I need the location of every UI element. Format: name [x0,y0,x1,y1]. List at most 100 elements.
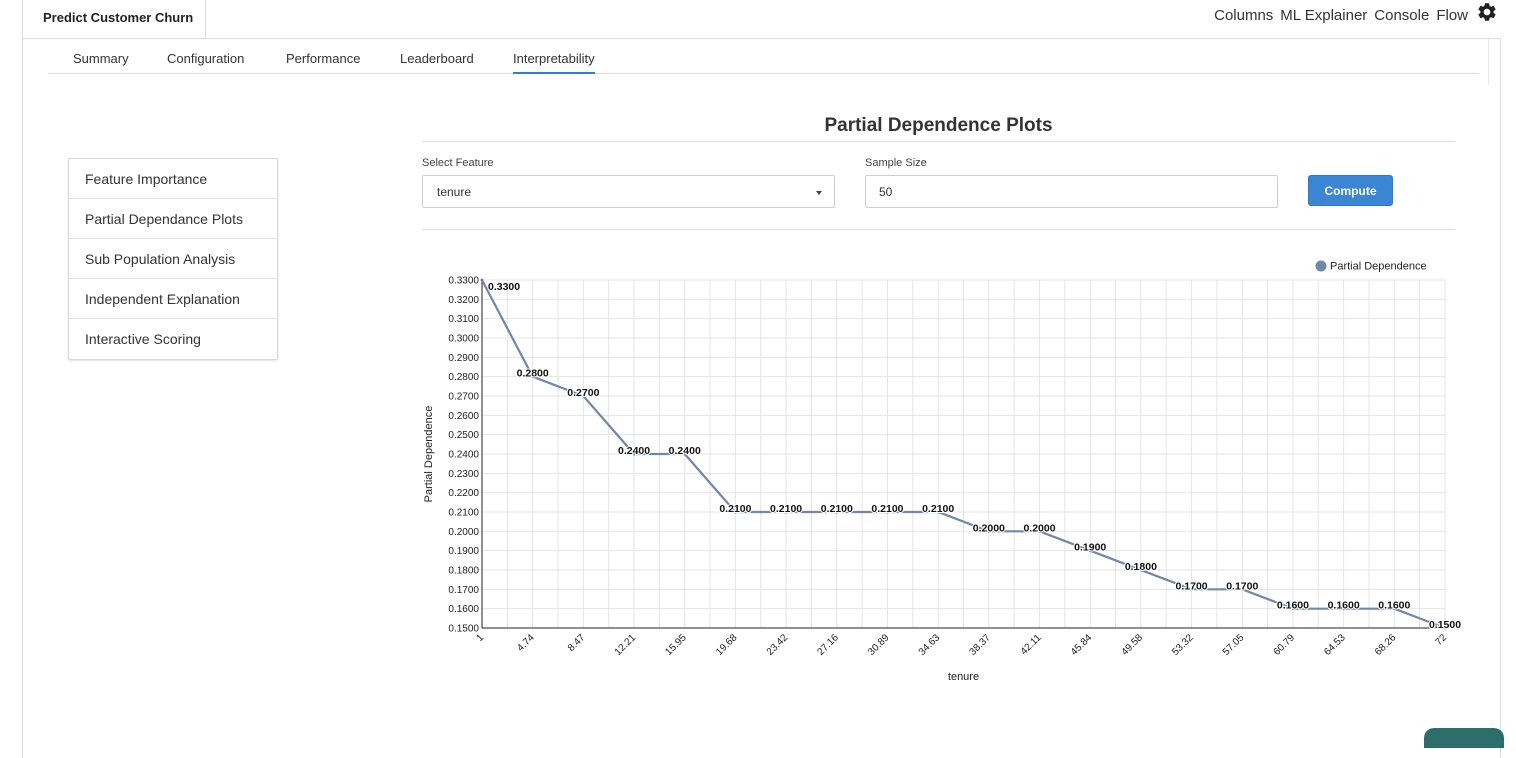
x-tick-label: 34.63 [917,632,943,658]
sample-size-label: Sample Size [865,157,927,169]
x-tick-label: 19.68 [714,632,740,658]
data-label: 0.2400 [669,445,701,457]
data-point [1291,607,1295,611]
tab-configuration[interactable]: Configuration [167,51,245,66]
data-point [835,510,839,514]
menu-item-feature-importance[interactable]: Feature Importance [69,159,277,199]
data-label: 0.1900 [1074,542,1106,554]
tab-bar: Summary Configuration Performance Leader… [48,40,1479,74]
tab-interpretability[interactable]: Interpretability [513,51,595,74]
x-tick-label: 38.37 [967,632,993,658]
x-tick-label: 57.05 [1221,632,1247,658]
data-point [480,278,484,282]
y-tick-label: 0.1700 [448,585,479,596]
interpretability-menu: Feature Importance Partial Dependance Pl… [68,158,278,360]
gear-icon[interactable] [1476,1,1498,23]
data-label: 0.1600 [1328,600,1360,612]
menu-item-partial-dependance-plots[interactable]: Partial Dependance Plots [69,199,277,239]
data-label: 0.1600 [1277,600,1309,612]
data-point [987,529,991,533]
top-nav-flow[interactable]: Flow [1436,6,1468,24]
top-nav-ml-explainer[interactable]: ML Explainer [1280,6,1368,24]
data-point [1139,568,1143,572]
caret-down-icon [816,191,822,195]
form-divider [422,229,1455,230]
y-tick-label: 0.2900 [448,353,479,364]
x-tick-label: 30.89 [866,632,892,658]
y-tick-label: 0.2100 [448,508,479,519]
y-axis-title: Partial Dependence [423,406,435,503]
data-label: 0.1800 [1125,561,1157,573]
x-tick-label: 72 [1433,632,1449,648]
data-point [1443,626,1447,630]
tab-performance[interactable]: Performance [286,51,361,66]
app-title-box: Predict Customer Churn [22,0,206,39]
top-nav-columns[interactable]: Columns [1214,6,1274,24]
data-point [784,510,788,514]
data-label: 0.3300 [488,281,520,293]
menu-item-independent-explanation[interactable]: Independent Explanation [69,279,277,319]
x-tick-label: 49.58 [1120,632,1146,658]
data-point [531,375,535,379]
data-point [733,510,737,514]
y-tick-label: 0.2000 [448,527,479,538]
data-label: 0.2800 [517,368,549,380]
top-nav-console[interactable]: Console [1374,6,1430,24]
y-tick-label: 0.1600 [448,604,479,615]
y-tick-label: 0.2400 [448,450,479,461]
help-launcher-button[interactable] [1424,728,1504,748]
data-label: 0.2100 [719,503,751,515]
data-label: 0.1600 [1378,600,1410,612]
data-label: 0.2100 [922,503,954,515]
series-line-partial-dependence [481,279,1446,630]
data-point [1240,587,1244,591]
data-point [1392,607,1396,611]
data-label: 0.1500 [1429,619,1461,631]
y-tick-label: 0.2700 [448,392,479,403]
feature-select-value: tenure [437,185,472,199]
x-tick-label: 60.79 [1272,632,1298,658]
legend-marker [1315,260,1327,272]
x-tick-label: 53.32 [1170,632,1196,658]
app-title: Predict Customer Churn [43,10,194,25]
x-tick-label: 68.26 [1373,632,1399,658]
tab-leaderboard[interactable]: Leaderboard [400,51,474,66]
data-label: 0.2000 [1023,522,1055,534]
x-tick-label: 42.11 [1019,632,1044,657]
y-tick-label: 0.2600 [448,411,479,422]
data-point [936,510,940,514]
x-tick-label: 45.84 [1069,632,1095,658]
data-label: 0.2100 [770,503,802,515]
x-tick-label: 4.74 [515,632,537,654]
x-tick-label: 23.42 [765,632,791,658]
feature-select[interactable]: tenure [422,175,835,208]
topbar-divider [22,38,1501,39]
legend-label: Partial Dependence [1330,261,1427,273]
sample-size-input[interactable] [865,175,1278,208]
data-point [581,394,585,398]
y-tick-label: 0.1800 [448,566,479,577]
y-tick-label: 0.2300 [448,469,479,480]
y-tick-label: 0.3000 [448,334,479,345]
x-axis-title: tenure [948,671,979,683]
panel-title: Partial Dependence Plots [824,115,1053,136]
y-tick-label: 0.1500 [448,624,479,635]
main-frame [22,38,1501,758]
data-label: 0.2100 [821,503,853,515]
top-bar: Predict Customer Churn Columns ML Explai… [0,0,1516,39]
x-tick-label: 15.95 [663,632,689,658]
compute-button[interactable]: Compute [1308,175,1393,206]
menu-item-interactive-scoring[interactable]: Interactive Scoring [85,331,201,347]
x-tick-label: 1 [474,632,486,644]
top-nav: Columns ML Explainer Console Flow [1207,0,1498,30]
menu-item-sub-population-analysis[interactable]: Sub Population Analysis [69,239,277,279]
data-label: 0.1700 [1226,580,1258,592]
tab-summary[interactable]: Summary [73,51,129,66]
y-tick-label: 0.2500 [448,430,479,441]
select-feature-label: Select Feature [422,157,494,169]
data-label: 0.2100 [871,503,903,515]
y-tick-label: 0.3100 [448,314,479,325]
data-label: 0.2000 [973,522,1005,534]
data-point [885,510,889,514]
data-point [1088,549,1092,553]
